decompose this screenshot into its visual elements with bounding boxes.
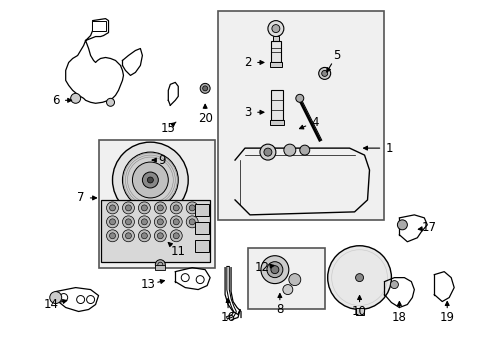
Circle shape bbox=[318, 67, 330, 80]
Circle shape bbox=[125, 233, 131, 239]
Circle shape bbox=[202, 86, 207, 91]
Bar bbox=[269, 120, 283, 125]
Circle shape bbox=[141, 233, 147, 239]
Circle shape bbox=[189, 205, 195, 211]
Circle shape bbox=[157, 219, 163, 225]
Circle shape bbox=[170, 230, 182, 242]
Bar bbox=[355, 307, 363, 315]
Circle shape bbox=[112, 142, 188, 218]
Circle shape bbox=[327, 246, 390, 310]
Circle shape bbox=[154, 230, 166, 242]
Circle shape bbox=[321, 71, 327, 76]
Circle shape bbox=[173, 233, 179, 239]
Circle shape bbox=[106, 98, 114, 106]
Bar bbox=[101, 200, 210, 262]
Text: 2: 2 bbox=[244, 56, 251, 69]
Circle shape bbox=[189, 219, 195, 225]
Circle shape bbox=[154, 202, 166, 214]
Circle shape bbox=[397, 220, 407, 230]
Circle shape bbox=[122, 152, 178, 208]
Text: 7: 7 bbox=[77, 192, 84, 204]
Circle shape bbox=[141, 219, 147, 225]
Circle shape bbox=[295, 94, 303, 102]
Circle shape bbox=[170, 202, 182, 214]
Circle shape bbox=[261, 256, 288, 284]
Circle shape bbox=[138, 230, 150, 242]
Bar bbox=[195, 240, 209, 252]
Circle shape bbox=[142, 172, 158, 188]
Circle shape bbox=[109, 233, 115, 239]
Text: 14: 14 bbox=[43, 298, 58, 311]
Circle shape bbox=[288, 274, 300, 285]
Circle shape bbox=[106, 202, 118, 214]
Text: 5: 5 bbox=[332, 49, 340, 62]
Circle shape bbox=[106, 216, 118, 228]
Circle shape bbox=[270, 266, 278, 274]
Circle shape bbox=[138, 202, 150, 214]
Circle shape bbox=[186, 202, 198, 214]
Text: 9: 9 bbox=[158, 154, 166, 167]
Text: 20: 20 bbox=[197, 112, 212, 125]
Text: 13: 13 bbox=[141, 278, 156, 291]
Bar bbox=[99, 140, 215, 268]
Text: 10: 10 bbox=[351, 305, 366, 318]
Circle shape bbox=[71, 93, 81, 103]
Bar bbox=[272, 36, 278, 41]
Circle shape bbox=[157, 233, 163, 239]
Text: 3: 3 bbox=[244, 106, 251, 119]
Circle shape bbox=[157, 205, 163, 211]
Circle shape bbox=[283, 144, 295, 156]
Text: 19: 19 bbox=[439, 311, 454, 324]
Circle shape bbox=[109, 205, 115, 211]
Circle shape bbox=[260, 144, 275, 160]
Circle shape bbox=[282, 285, 292, 294]
Circle shape bbox=[122, 216, 134, 228]
Bar bbox=[270, 90, 282, 120]
Bar bbox=[269, 62, 281, 67]
Circle shape bbox=[122, 202, 134, 214]
Text: 12: 12 bbox=[254, 261, 269, 274]
Circle shape bbox=[389, 280, 398, 289]
Circle shape bbox=[173, 205, 179, 211]
Text: 17: 17 bbox=[421, 221, 436, 234]
Circle shape bbox=[200, 84, 210, 93]
Circle shape bbox=[267, 21, 283, 37]
Circle shape bbox=[186, 216, 198, 228]
Circle shape bbox=[266, 262, 282, 278]
Circle shape bbox=[170, 216, 182, 228]
Text: 4: 4 bbox=[310, 116, 318, 129]
Circle shape bbox=[109, 219, 115, 225]
Circle shape bbox=[50, 292, 61, 303]
Bar bbox=[91, 21, 105, 31]
Circle shape bbox=[355, 274, 363, 282]
Circle shape bbox=[264, 148, 271, 156]
Bar bbox=[270, 41, 280, 62]
Circle shape bbox=[141, 205, 147, 211]
Circle shape bbox=[106, 230, 118, 242]
Text: 6: 6 bbox=[52, 94, 60, 107]
Circle shape bbox=[147, 177, 153, 183]
Text: 18: 18 bbox=[391, 311, 406, 324]
Circle shape bbox=[173, 219, 179, 225]
Bar bbox=[155, 265, 165, 270]
Bar bbox=[247, 248, 324, 310]
Text: 15: 15 bbox=[161, 122, 175, 135]
Circle shape bbox=[132, 162, 168, 198]
Circle shape bbox=[125, 219, 131, 225]
Bar bbox=[218, 11, 384, 220]
Circle shape bbox=[122, 230, 134, 242]
Text: 11: 11 bbox=[170, 245, 185, 258]
Bar bbox=[195, 222, 209, 234]
Text: 16: 16 bbox=[220, 311, 235, 324]
Circle shape bbox=[125, 205, 131, 211]
Circle shape bbox=[271, 24, 279, 32]
Circle shape bbox=[138, 216, 150, 228]
Circle shape bbox=[299, 145, 309, 155]
Text: 8: 8 bbox=[276, 303, 283, 316]
Bar bbox=[195, 204, 209, 216]
Circle shape bbox=[155, 260, 165, 270]
Circle shape bbox=[154, 216, 166, 228]
Text: 1: 1 bbox=[385, 141, 392, 155]
